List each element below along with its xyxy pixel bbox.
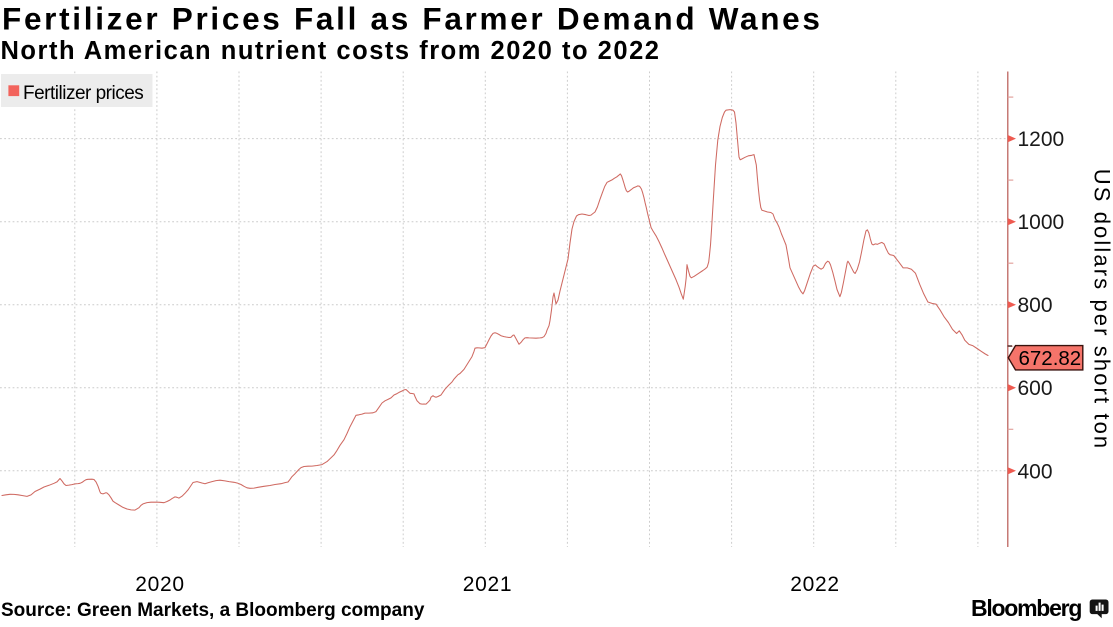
svg-text:North American nutrient costs: North American nutrient costs from 2020 … bbox=[1, 37, 661, 65]
svg-text:672.82: 672.82 bbox=[1019, 347, 1082, 370]
svg-text:2021: 2021 bbox=[463, 573, 513, 596]
svg-text:US dollars per short ton: US dollars per short ton bbox=[1090, 169, 1113, 451]
svg-text:Bloomberg: Bloomberg bbox=[971, 595, 1081, 621]
svg-text:2022: 2022 bbox=[790, 573, 840, 596]
svg-text:Fertilizer prices: Fertilizer prices bbox=[23, 83, 143, 104]
svg-text:Fertilizer Prices Fall as Farm: Fertilizer Prices Fall as Farmer Demand … bbox=[2, 1, 823, 37]
svg-text:1200: 1200 bbox=[1018, 128, 1065, 151]
svg-text:600: 600 bbox=[1018, 377, 1053, 400]
svg-text:800: 800 bbox=[1018, 294, 1053, 317]
svg-text:1000: 1000 bbox=[1018, 211, 1065, 234]
svg-text:Source: Green Markets, a Bloom: Source: Green Markets, a Bloomberg compa… bbox=[1, 600, 425, 621]
svg-text:400: 400 bbox=[1018, 460, 1053, 483]
svg-text:2020: 2020 bbox=[135, 573, 185, 596]
